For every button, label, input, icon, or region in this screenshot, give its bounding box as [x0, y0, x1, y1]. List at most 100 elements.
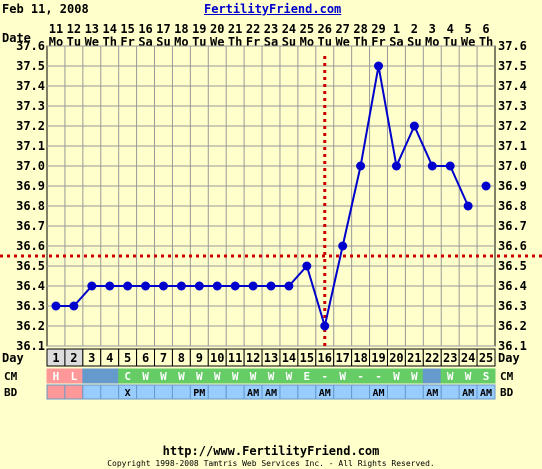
cm-row-label-right: CM	[500, 370, 514, 383]
date-label: 4	[447, 22, 454, 36]
temp-point	[374, 61, 384, 71]
cm-cell	[476, 368, 496, 384]
day-number: 12	[246, 351, 260, 365]
temp-point	[481, 181, 491, 191]
bd-cell	[351, 384, 371, 400]
bd-value: AM	[480, 388, 492, 399]
cm-value: W	[214, 370, 221, 383]
cm-row-label: CM	[4, 370, 18, 383]
day-number: 18	[353, 351, 367, 365]
date-label: 21	[228, 22, 242, 36]
date-label: 18	[174, 22, 188, 36]
date-label: 25	[300, 22, 314, 36]
bd-cell	[476, 384, 496, 400]
date-label: 1	[393, 22, 400, 36]
temp-point	[338, 241, 348, 251]
temp-point	[212, 281, 222, 291]
ytick-left: 36.5	[16, 259, 45, 273]
temp-point	[176, 281, 186, 291]
temp-point	[105, 281, 115, 291]
day-number: 8	[178, 351, 185, 365]
cm-value: W	[411, 370, 418, 383]
ytick-right: 37.6	[498, 39, 527, 53]
ytick-left: 36.1	[16, 339, 45, 353]
date-label: 6	[482, 22, 489, 36]
bd-value: PM	[193, 388, 205, 399]
bd-value: AM	[462, 388, 474, 399]
day-number: 17	[335, 351, 349, 365]
cm-cell	[82, 368, 102, 384]
temp-point	[391, 161, 401, 171]
ytick-left: 36.2	[16, 319, 45, 333]
ytick-left: 37.3	[16, 99, 45, 113]
temp-point	[266, 281, 276, 291]
ytick-left: 36.7	[16, 219, 45, 233]
bd-cell	[154, 384, 173, 400]
period-label: H	[53, 370, 60, 383]
bd-cell	[404, 384, 424, 400]
cm-value: W	[447, 370, 454, 383]
cm-cell	[100, 368, 120, 384]
temp-point	[284, 281, 294, 291]
bd-value: AM	[319, 388, 331, 399]
bd-value: X	[125, 388, 131, 399]
date-label: 13	[85, 22, 99, 36]
bd-cell	[440, 384, 460, 400]
cm-value: W	[142, 370, 149, 383]
date-label: 15	[120, 22, 134, 36]
date-label: 3	[429, 22, 436, 36]
temp-point	[445, 161, 455, 171]
ytick-right: 36.7	[498, 219, 527, 233]
ytick-left: 37.6	[16, 39, 45, 53]
cm-value: W	[268, 370, 275, 383]
cm-value: W	[160, 370, 167, 383]
bd-cell	[386, 384, 406, 400]
ytick-right: 36.8	[498, 199, 527, 213]
site-link[interactable]: FertilityFriend.com	[204, 2, 342, 16]
cm-value: W	[232, 370, 239, 383]
ytick-right: 36.3	[498, 299, 527, 313]
ytick-left: 36.6	[16, 239, 45, 253]
chart-date: Feb 11, 2008	[2, 2, 89, 16]
bd-cell	[171, 384, 191, 400]
ytick-left: 37.4	[16, 79, 45, 93]
ytick-right: 36.6	[498, 239, 527, 253]
day-number: 2	[70, 351, 77, 365]
temp-point	[409, 121, 419, 131]
cm-cell	[422, 368, 442, 384]
ytick-right: 37.2	[498, 119, 527, 133]
ytick-left: 36.8	[16, 199, 45, 213]
cm-value: -	[375, 370, 382, 383]
date-label: 19	[192, 22, 206, 36]
day-number: 15	[300, 351, 314, 365]
day-row-label-right: Day	[498, 351, 520, 365]
ytick-left: 36.9	[16, 179, 45, 193]
bd-value: AM	[372, 388, 384, 399]
bd-cell	[82, 384, 102, 400]
temp-point	[248, 281, 258, 291]
bd-value: AM	[247, 388, 259, 399]
cm-value: W	[393, 370, 400, 383]
cm-value: -	[321, 370, 328, 383]
cm-value: W	[250, 370, 257, 383]
date-label: 12	[67, 22, 81, 36]
temp-point	[123, 281, 133, 291]
bd-cell	[333, 384, 353, 400]
day-number: 25	[479, 351, 493, 365]
date-label: 20	[210, 22, 224, 36]
cm-value: W	[196, 370, 203, 383]
cm-value: W	[178, 370, 185, 383]
temp-point	[302, 261, 312, 271]
ytick-left: 37.2	[16, 119, 45, 133]
cm-value: E	[304, 370, 311, 383]
day-number: 16	[318, 351, 332, 365]
ytick-right: 36.2	[498, 319, 527, 333]
temp-point	[87, 281, 97, 291]
temp-point	[320, 321, 330, 331]
footer-url[interactable]: http://www.FertilityFriend.com	[162, 444, 380, 458]
ytick-left: 36.4	[16, 279, 45, 293]
date-label: 11	[49, 22, 63, 36]
temp-point	[141, 281, 151, 291]
day-number: 5	[124, 351, 131, 365]
